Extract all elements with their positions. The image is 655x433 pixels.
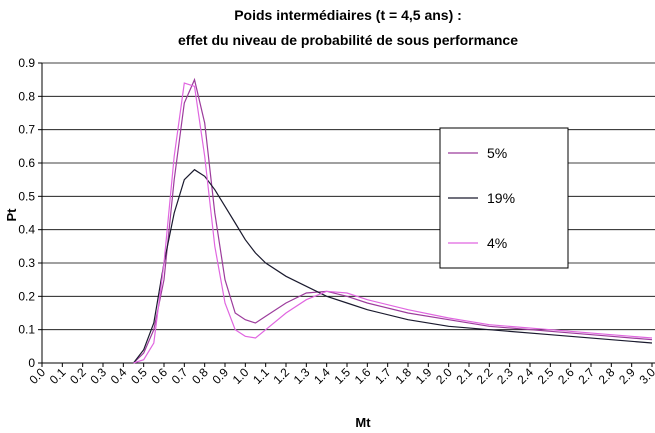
x-tick-label: 0.8	[189, 365, 211, 387]
x-tick-label: 1.7	[372, 365, 394, 387]
series-line	[133, 77, 653, 364]
x-tick-label: 1.8	[392, 365, 414, 387]
series-line	[133, 168, 653, 364]
x-tick-label: 2.9	[616, 365, 638, 387]
x-tick-label: 0.3	[87, 365, 109, 387]
y-axis-label: Pt	[4, 208, 19, 222]
legend-label: 19%	[487, 190, 515, 206]
x-tick-label: 1.3	[291, 365, 313, 387]
x-tick-label: 2.0	[433, 365, 455, 387]
x-tick-label: 2.1	[453, 365, 475, 387]
x-tick-label: 0.1	[47, 365, 69, 387]
x-tick-label: 2.8	[596, 365, 618, 387]
y-tick-label: 0.7	[18, 123, 35, 137]
x-tick-label: 1.1	[250, 365, 272, 387]
x-tick-label: 3.0	[636, 365, 655, 387]
x-tick-label: 2.6	[555, 365, 577, 387]
chart-subtitle: effet du niveau de probabilité de sous p…	[178, 32, 518, 48]
x-tick-label: 1.9	[413, 365, 435, 387]
legend-label: 4%	[487, 235, 507, 251]
x-tick-label: 1.5	[331, 365, 353, 387]
y-tick-label: 0	[28, 356, 35, 370]
y-tick-label: 0.8	[18, 89, 35, 103]
y-tick-label: 0.4	[18, 223, 35, 237]
y-tick-label: 0.5	[18, 189, 35, 203]
y-tick-label: 0.6	[18, 156, 35, 170]
x-tick-label: 1.4	[311, 365, 333, 387]
chart-title: Poids intermédiaires (t = 4,5 ans) :	[234, 7, 462, 23]
x-tick-label: 2.5	[535, 365, 557, 387]
x-tick-label: 1.2	[270, 365, 292, 387]
y-tick-label: 0.2	[18, 289, 35, 303]
x-tick-label: 2.3	[494, 365, 516, 387]
y-tick-label: 0.3	[18, 256, 35, 270]
y-tick-label: 0.1	[18, 323, 35, 337]
x-tick-label: 0.7	[169, 365, 191, 387]
y-tick-label: 0.9	[18, 56, 35, 70]
x-tick-label: 1.6	[352, 365, 374, 387]
legend-label: 5%	[487, 145, 507, 161]
x-tick-label: 0.5	[128, 365, 150, 387]
x-tick-label: 1.0	[230, 365, 252, 387]
x-tick-label: 2.2	[474, 365, 496, 387]
x-axis-label: Mt	[355, 415, 371, 430]
x-tick-label: 0.4	[108, 365, 130, 387]
x-tick-label: 2.4	[514, 365, 536, 387]
x-tick-label: 0.2	[67, 365, 89, 387]
series-line	[133, 82, 653, 364]
x-tick-label: 0.6	[148, 365, 170, 387]
x-tick-label: 2.7	[575, 365, 597, 387]
x-tick-label: 0.9	[209, 365, 231, 387]
